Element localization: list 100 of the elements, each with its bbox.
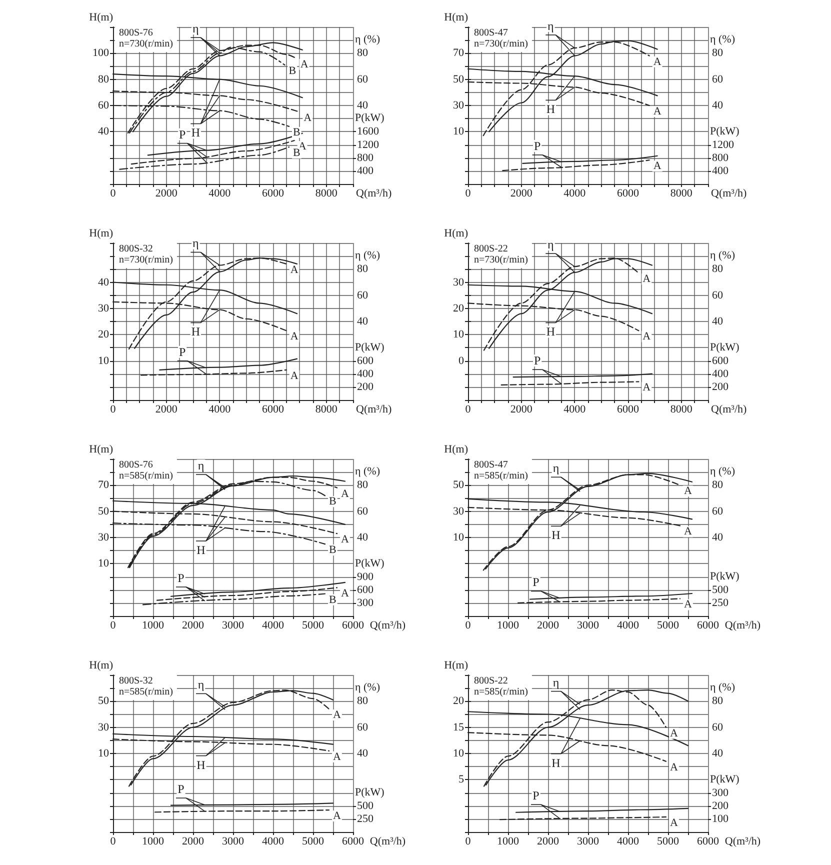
chart-title: 800S-32 xyxy=(119,676,153,686)
y2-tick-label: 60 xyxy=(357,73,368,86)
y3-tick-label: 200 xyxy=(357,380,374,393)
x-axis-title: Q(m³/h) xyxy=(724,836,761,848)
y-axis-title: H(m) xyxy=(444,12,468,24)
x-tick-label: 2000 xyxy=(537,620,560,632)
x-tick-label: 1000 xyxy=(497,620,520,632)
x-axis-title: Q(m³/h) xyxy=(370,620,406,632)
y2-tick-label: 40 xyxy=(712,748,724,760)
y3-axis-title: P(kW) xyxy=(710,570,740,582)
chart-title: 800S-22 xyxy=(474,244,508,254)
x-tick-label: 3000 xyxy=(577,836,600,848)
y3-tick-label: 1200 xyxy=(712,138,734,151)
y2-tick-label: 80 xyxy=(712,47,724,60)
x-tick-label: 6000 xyxy=(342,836,364,848)
series-label: A xyxy=(653,160,662,172)
series-label: B xyxy=(329,544,336,556)
y-tick-label: 100 xyxy=(92,47,110,60)
y2-tick-label: 80 xyxy=(712,479,724,492)
y-tick-label: 20 xyxy=(98,328,110,341)
x-tick-label: 1000 xyxy=(497,836,520,848)
y-tick-label: 30 xyxy=(98,302,110,314)
x-tick-label: 2000 xyxy=(182,620,204,632)
y3-axis-title: P(kW) xyxy=(355,786,385,798)
series-label: A xyxy=(341,588,349,600)
series-label: A xyxy=(290,264,298,276)
y-axis-title: H(m) xyxy=(89,12,114,24)
x-tick-label: 2000 xyxy=(510,188,533,200)
y-axis-title: H(m) xyxy=(89,660,114,672)
x-tick-label: 1000 xyxy=(142,836,164,848)
y2-tick-label: 80 xyxy=(357,263,368,276)
y3-tick-label: 600 xyxy=(712,354,729,367)
series-label: A xyxy=(333,810,341,822)
annotation: H xyxy=(196,542,206,557)
x-tick-label: 4000 xyxy=(617,620,640,632)
y3-tick-label: 1600 xyxy=(357,126,380,138)
series-label: A xyxy=(670,816,678,829)
series-label: A xyxy=(341,534,349,546)
x-axis-title: Q(m³/h) xyxy=(356,188,392,200)
series-label: A xyxy=(300,58,308,70)
y2-tick-label: 40 xyxy=(357,316,368,328)
x-tick-label: 6000 xyxy=(617,404,640,416)
text: n=730(r/min) xyxy=(474,254,528,266)
series-label: B xyxy=(329,496,336,508)
x-tick-label: 3000 xyxy=(577,620,600,632)
y-axis-title: H(m) xyxy=(444,228,468,240)
chart-title: 800S-76 xyxy=(119,28,153,38)
annotation: H xyxy=(196,758,206,772)
series-label: A xyxy=(642,273,651,286)
series-label: B xyxy=(293,126,300,138)
x-tick-label: 2000 xyxy=(510,404,533,416)
annotation: η xyxy=(198,678,204,692)
x-tick-label: 8000 xyxy=(315,188,338,200)
series-label: A xyxy=(653,106,662,118)
y-tick-label: 15 xyxy=(453,721,464,734)
y3-tick-label: 400 xyxy=(357,164,374,177)
x-tick-label: 6000 xyxy=(342,620,364,632)
y3-tick-label: 400 xyxy=(357,368,374,380)
series-label: A xyxy=(684,598,692,611)
y2-tick-label: 40 xyxy=(712,532,724,544)
y3-axis-title: P(kW) xyxy=(710,773,740,786)
chart-title: 800S-32 xyxy=(119,244,153,254)
x-tick-label: 6000 xyxy=(617,188,640,200)
x-tick-label: 5000 xyxy=(302,620,324,632)
y2-axis-title: η (%) xyxy=(710,466,736,478)
y3-axis-title: P(kW) xyxy=(355,341,385,354)
y3-axis-title: P(kW) xyxy=(710,341,740,354)
y-tick-label: 10 xyxy=(98,354,110,367)
x-tick-label: 8000 xyxy=(315,404,338,416)
y3-tick-label: 400 xyxy=(712,368,729,380)
y-tick-label: 5 xyxy=(458,774,464,786)
x-tick-label: 4000 xyxy=(617,836,640,848)
text: n=585(r/min) xyxy=(119,686,173,698)
y2-tick-label: 60 xyxy=(712,73,724,86)
text: n=585(r/min) xyxy=(119,470,173,482)
y3-tick-label: 500 xyxy=(712,584,729,596)
series-label: A xyxy=(670,727,678,740)
y-axis-title: H(m) xyxy=(444,444,468,456)
x-tick-label: 8000 xyxy=(670,404,693,416)
series-label: A xyxy=(333,709,341,722)
annotation: η xyxy=(198,458,204,473)
y3-tick-label: 100 xyxy=(712,812,729,825)
series-label: B xyxy=(329,594,336,606)
series-label: A xyxy=(304,112,312,124)
y2-tick-label: 60 xyxy=(712,721,724,734)
y3-tick-label: 900 xyxy=(357,570,374,583)
x-tick-label: 2000 xyxy=(155,404,178,416)
chart-title: 800S-47 xyxy=(474,28,508,38)
x-tick-label: 4000 xyxy=(262,836,284,848)
y-tick-label: 20 xyxy=(453,695,464,708)
annotation: P xyxy=(178,782,185,796)
annotation: P xyxy=(534,354,541,368)
annotation: H xyxy=(191,126,200,140)
x-tick-label: 1000 xyxy=(142,620,164,632)
annotation: η xyxy=(192,236,199,250)
y-tick-label: 20 xyxy=(453,302,464,314)
y2-tick-label: 40 xyxy=(712,100,724,112)
y-tick-label: 10 xyxy=(453,126,464,138)
y-tick-label: 10 xyxy=(98,558,110,570)
annotation: η xyxy=(552,675,560,690)
